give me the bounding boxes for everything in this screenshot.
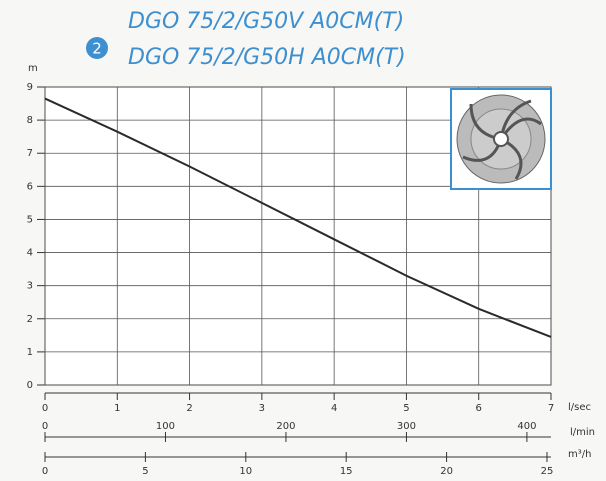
title-line: DGO 75/2/G50V A0CM(T)	[128, 9, 404, 34]
x-tick-label: 5	[403, 403, 409, 414]
y-tick-label: 0	[27, 380, 33, 391]
x2-tick-label: 300	[397, 421, 416, 432]
x3-tick-label: 10	[239, 466, 252, 477]
x-tick-label: 6	[476, 403, 482, 414]
curve	[44, 97, 552, 338]
x2-tick-label: 100	[156, 421, 175, 432]
x3-tick-label: 0	[42, 466, 48, 477]
y-tick-label: 1	[27, 347, 33, 358]
y-tick-label: 8	[27, 115, 33, 126]
badge-circle	[86, 37, 108, 59]
y-tick-label: 5	[27, 214, 33, 225]
x-tick-label: 3	[259, 403, 265, 414]
x2-tick-label: 400	[517, 421, 536, 432]
y-axis-label: m	[28, 63, 38, 74]
y-tick-label: 6	[27, 181, 33, 192]
x2-axis-label: l/min	[570, 427, 595, 438]
x-tick-label: 0	[42, 403, 48, 414]
y-tick-label: 4	[27, 248, 33, 259]
title-line: DGO 75/2/G50H A0CM(T)	[128, 45, 406, 70]
x2-tick-label: 0	[42, 421, 48, 432]
y-tick-label: 7	[27, 148, 33, 159]
x-tick-label: 4	[331, 403, 337, 414]
x2-tick-label: 200	[276, 421, 295, 432]
y-tick-label: 2	[27, 314, 33, 325]
x3-axis-label: m³/h	[568, 449, 591, 460]
y-tick-label: 3	[27, 281, 33, 292]
x3-tick-label: 5	[142, 466, 148, 477]
impeller-image	[450, 88, 552, 190]
x-tick-label: 7	[548, 403, 554, 414]
x-tick-label: 1	[114, 403, 120, 414]
x-tick-label: 2	[186, 403, 192, 414]
x3-tick-label: 20	[440, 466, 453, 477]
y-tick-label: 9	[27, 82, 33, 93]
x3-tick-label: 25	[541, 466, 554, 477]
badge: 2	[92, 40, 102, 58]
x-axis-label: l/sec	[568, 402, 591, 413]
x3-tick-label: 15	[340, 466, 353, 477]
